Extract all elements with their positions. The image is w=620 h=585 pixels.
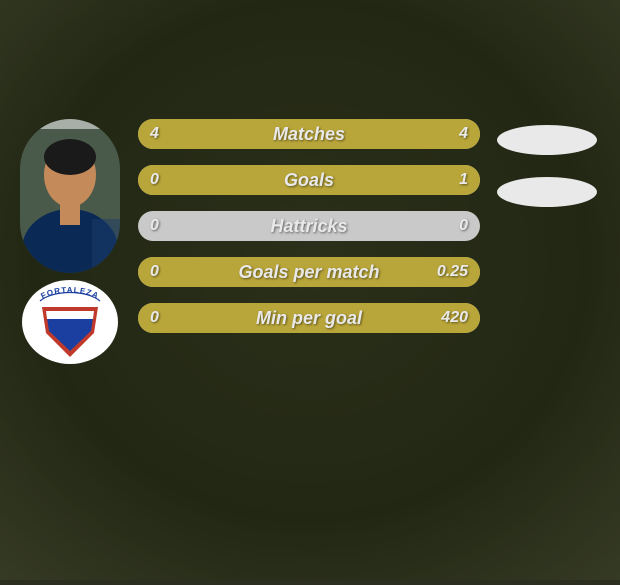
stat-row: 00Hattricks (138, 211, 480, 241)
club-logo: FORTALEZA (20, 279, 120, 365)
indicator-ellipse (497, 177, 597, 207)
player-photo (20, 119, 120, 273)
indicator-ellipse (497, 125, 597, 155)
stat-row: 00.25Goals per match (138, 257, 480, 287)
stat-label: Goals per match (138, 257, 480, 287)
stat-row: 01Goals (138, 165, 480, 195)
stat-label: Goals (138, 165, 480, 195)
stat-label: Min per goal (138, 303, 480, 333)
right-indicators (492, 119, 602, 229)
comparison-area: FORTALEZA 44Matches01Goals00Hattricks00.… (0, 119, 620, 333)
stat-row: 44Matches (138, 119, 480, 149)
left-column: FORTALEZA (10, 119, 130, 365)
stat-label: Matches (138, 119, 480, 149)
stat-row: 0420Min per goal (138, 303, 480, 333)
stat-label: Hattricks (138, 211, 480, 241)
stats-bars: 44Matches 01Goals 00Hattricks 00.25Goals pe… (138, 119, 480, 333)
